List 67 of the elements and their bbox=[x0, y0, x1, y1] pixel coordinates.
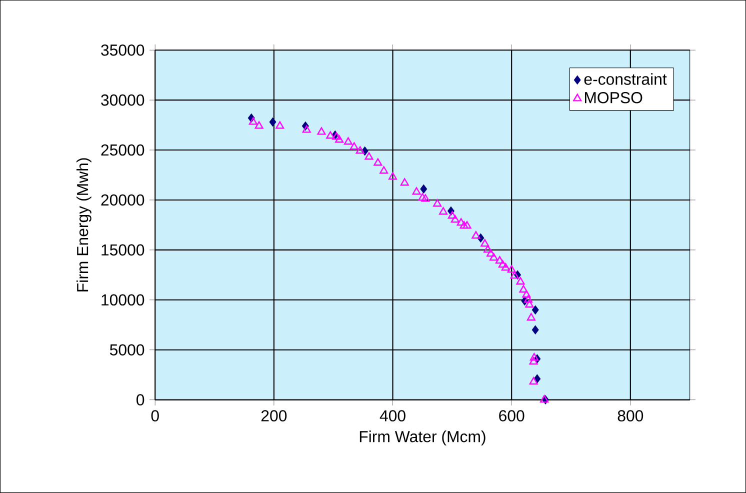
y-tick-label: 0 bbox=[136, 394, 144, 406]
point bbox=[450, 215, 460, 223]
point bbox=[532, 325, 539, 334]
point bbox=[420, 184, 428, 194]
point bbox=[344, 137, 352, 145]
x-tick-label: 200 bbox=[261, 410, 287, 422]
point bbox=[433, 199, 442, 207]
y-tick-label: 35000 bbox=[101, 44, 144, 56]
point bbox=[462, 221, 472, 229]
y-tick-label: 30000 bbox=[101, 94, 144, 106]
point bbox=[510, 271, 519, 279]
point bbox=[374, 158, 382, 166]
point bbox=[460, 221, 468, 229]
point bbox=[534, 374, 541, 384]
point bbox=[380, 166, 388, 174]
y-tick-label: 5000 bbox=[110, 344, 144, 356]
point bbox=[519, 285, 528, 293]
point bbox=[335, 135, 344, 143]
point bbox=[364, 152, 374, 160]
point bbox=[350, 142, 358, 150]
point bbox=[525, 300, 534, 308]
point bbox=[530, 353, 538, 361]
point bbox=[495, 256, 504, 264]
point bbox=[529, 376, 538, 385]
point bbox=[498, 260, 507, 268]
point bbox=[418, 193, 427, 201]
point bbox=[526, 313, 536, 321]
y-axis-title: Firm Energy (Mwh) bbox=[76, 158, 92, 292]
point bbox=[540, 394, 549, 403]
point bbox=[276, 121, 284, 129]
legend-label: e-constraint bbox=[584, 73, 667, 85]
x-tick-label: 600 bbox=[499, 410, 524, 422]
point bbox=[317, 127, 326, 135]
point bbox=[522, 290, 531, 298]
point bbox=[524, 295, 532, 303]
point bbox=[412, 187, 421, 195]
point bbox=[356, 146, 364, 154]
y-tick-label: 25000 bbox=[101, 144, 144, 156]
point bbox=[456, 218, 466, 226]
point bbox=[480, 239, 490, 247]
point bbox=[388, 172, 398, 180]
point bbox=[489, 253, 498, 261]
x-tick-label: 800 bbox=[618, 410, 644, 422]
point bbox=[302, 125, 311, 133]
point bbox=[248, 117, 258, 125]
point bbox=[486, 249, 496, 257]
point bbox=[472, 231, 480, 239]
point bbox=[254, 121, 264, 129]
point bbox=[516, 277, 525, 285]
point bbox=[484, 245, 492, 253]
y-tick-label: 10000 bbox=[102, 294, 144, 306]
point bbox=[421, 194, 430, 202]
point bbox=[448, 211, 456, 219]
y-tick-label: 20000 bbox=[101, 194, 144, 206]
point bbox=[532, 305, 539, 314]
point bbox=[501, 263, 510, 271]
point bbox=[507, 265, 516, 273]
y-tick-label: 15000 bbox=[102, 244, 144, 256]
x-tick-label: 0 bbox=[151, 410, 159, 422]
point bbox=[400, 178, 409, 186]
x-tick-label: 400 bbox=[380, 410, 406, 422]
point bbox=[438, 207, 448, 215]
point bbox=[529, 357, 538, 365]
x-axis-title: Firm Water (Mcm) bbox=[360, 430, 486, 446]
legend-label: MOPSO bbox=[584, 92, 642, 104]
point bbox=[269, 118, 276, 127]
point bbox=[326, 131, 335, 139]
